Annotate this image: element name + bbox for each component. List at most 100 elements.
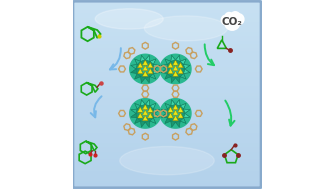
Polygon shape [171,60,175,65]
Bar [72,73,262,76]
Bar [72,17,262,19]
Bar [72,5,262,7]
Polygon shape [141,60,145,65]
Polygon shape [143,110,148,115]
Polygon shape [148,106,153,111]
Polygon shape [135,73,141,79]
Bar [72,59,262,61]
Polygon shape [135,118,141,123]
Polygon shape [153,65,160,69]
Bar [72,80,262,83]
Circle shape [221,15,231,25]
Bar [72,175,262,177]
Polygon shape [153,109,160,113]
Polygon shape [148,61,153,66]
Polygon shape [130,99,161,128]
Polygon shape [138,107,143,112]
Bar [72,12,262,14]
Bar [72,153,262,156]
Polygon shape [138,113,143,118]
Bar [72,45,262,47]
Polygon shape [171,117,175,122]
Polygon shape [136,113,142,118]
Polygon shape [131,113,137,118]
Polygon shape [178,68,183,74]
Bar [72,182,262,184]
Bar [72,156,262,158]
Bar [72,135,262,137]
Polygon shape [175,100,180,106]
Polygon shape [141,100,145,106]
Polygon shape [161,69,167,73]
Polygon shape [173,110,178,115]
Polygon shape [178,116,184,121]
Bar [72,66,262,69]
Polygon shape [141,73,145,78]
Bar [72,165,262,168]
Bar [72,83,262,85]
Bar [72,116,262,118]
Polygon shape [178,72,184,77]
Bar [72,158,262,161]
Bar [72,125,262,128]
Polygon shape [145,117,150,122]
Polygon shape [141,117,145,122]
Polygon shape [150,118,156,123]
Polygon shape [145,100,150,106]
Polygon shape [160,99,191,128]
Polygon shape [145,77,150,83]
Bar [72,170,262,172]
Text: CO₂: CO₂ [222,17,242,27]
Polygon shape [135,59,141,65]
Polygon shape [184,69,190,73]
Bar [72,184,262,187]
Polygon shape [141,77,145,83]
Polygon shape [145,73,150,78]
Bar [72,85,262,87]
Bar [72,64,262,66]
Polygon shape [138,63,143,68]
Bar [72,102,262,104]
Polygon shape [175,117,180,122]
Bar [72,87,262,90]
Polygon shape [135,103,141,109]
Bar [72,121,262,123]
Polygon shape [184,113,190,118]
Bar [72,61,262,64]
Bar [72,139,262,142]
Polygon shape [137,106,143,111]
Bar [72,21,262,24]
Bar [72,128,262,130]
Bar [72,57,262,59]
Polygon shape [168,107,173,112]
Polygon shape [145,121,150,127]
Polygon shape [143,105,148,110]
Bar [72,33,262,36]
Polygon shape [136,109,142,113]
Polygon shape [167,61,173,66]
Bar [72,14,262,17]
Polygon shape [178,106,184,111]
Polygon shape [173,71,178,76]
Polygon shape [168,63,173,68]
Bar [72,137,262,139]
Bar [72,99,262,102]
Polygon shape [148,63,153,68]
Bar [72,54,262,57]
Polygon shape [171,121,175,127]
Bar [72,97,262,99]
Polygon shape [143,71,148,76]
Polygon shape [149,113,155,118]
Bar [72,161,262,163]
Bar [72,172,262,175]
Polygon shape [166,69,172,73]
Bar [72,38,262,40]
Bar [72,187,262,189]
Bar [72,118,262,121]
Polygon shape [148,68,153,74]
Polygon shape [178,61,184,66]
Polygon shape [145,105,150,110]
Bar [72,76,262,78]
Bar [72,92,262,94]
Polygon shape [173,60,178,65]
